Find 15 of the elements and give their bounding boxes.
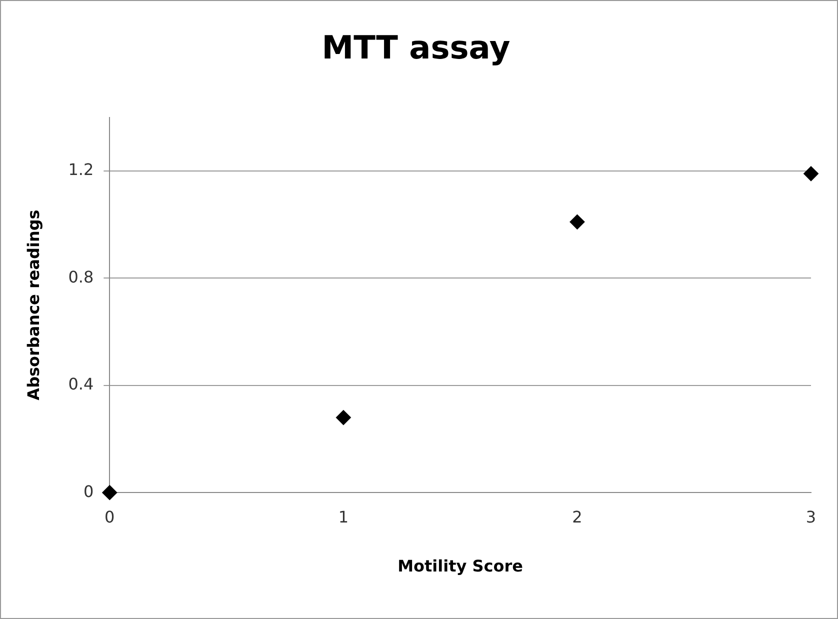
- x-tick-label: 1: [338, 507, 349, 526]
- point: [570, 214, 585, 230]
- chart-title: MTT assay: [322, 28, 510, 67]
- point: [804, 166, 818, 182]
- y-tick-label: 0.4: [68, 374, 94, 394]
- y-tick-label: 0: [83, 482, 94, 501]
- point: [102, 485, 118, 500]
- x-tick-label: 0: [104, 507, 115, 526]
- x-tick-label: 3: [806, 507, 816, 526]
- y-axis-title: Absorbance readings: [24, 210, 43, 400]
- x-axis-title: Motility Score: [398, 556, 524, 576]
- x-tick-label: 2: [572, 507, 582, 526]
- point: [336, 410, 351, 426]
- y-tick-label: 1.2: [68, 160, 94, 180]
- y-tick-label: 0.8: [68, 267, 94, 286]
